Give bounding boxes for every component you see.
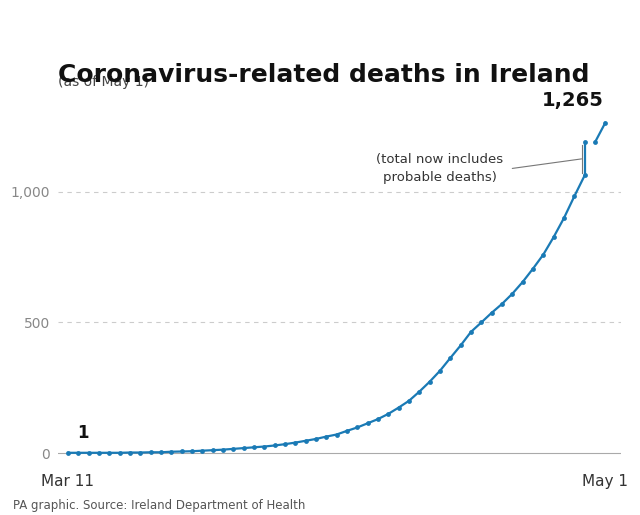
Point (569, 192, 579, 200)
Point (177, 448, 187, 456)
Point (394, 403, 404, 411)
Point (559, 214, 569, 222)
Text: PA graphic. Source: Ireland Department of Health: PA graphic. Source: Ireland Department o… (13, 500, 305, 512)
Point (352, 423, 362, 432)
Point (83, 449, 93, 457)
Point (528, 265, 538, 273)
Point (538, 250, 548, 259)
Text: (total now includes
probable deaths): (total now includes probable deaths) (376, 153, 504, 184)
Point (115, 449, 125, 457)
Point (104, 449, 115, 457)
Point (63, 449, 73, 457)
Text: (as of May 1): (as of May 1) (58, 75, 148, 89)
Point (373, 415, 383, 423)
Point (590, 138, 600, 146)
Point (239, 444, 249, 452)
Point (290, 438, 300, 447)
Point (579, 171, 589, 180)
Point (466, 328, 476, 336)
Point (94, 449, 104, 457)
Point (197, 447, 207, 455)
Point (135, 449, 145, 457)
Point (342, 427, 352, 435)
Text: 1: 1 (77, 424, 89, 442)
Point (218, 445, 228, 454)
Point (507, 289, 517, 298)
Point (228, 445, 238, 453)
Point (259, 442, 269, 451)
Point (301, 437, 311, 445)
Point (456, 341, 466, 350)
Point (476, 318, 486, 327)
Point (187, 447, 197, 455)
Point (362, 419, 372, 427)
Point (280, 440, 290, 448)
Point (486, 308, 497, 317)
Point (166, 448, 177, 456)
Point (332, 431, 342, 439)
Text: 1,265: 1,265 (541, 91, 604, 110)
Point (424, 377, 435, 386)
Point (145, 448, 156, 456)
Point (207, 446, 218, 454)
Point (414, 388, 424, 396)
Point (404, 397, 414, 405)
Point (445, 354, 456, 362)
Point (269, 441, 280, 450)
Point (600, 118, 611, 127)
Point (311, 435, 321, 443)
Point (548, 233, 559, 241)
Point (497, 300, 507, 308)
Point (383, 410, 394, 418)
Point (125, 449, 135, 457)
Point (249, 443, 259, 452)
Point (435, 367, 445, 375)
Point (518, 278, 528, 286)
Text: Coronavirus-related deaths in Ireland: Coronavirus-related deaths in Ireland (58, 63, 589, 87)
Point (321, 433, 332, 441)
Point (156, 448, 166, 456)
Point (579, 138, 589, 146)
Point (73, 449, 83, 457)
